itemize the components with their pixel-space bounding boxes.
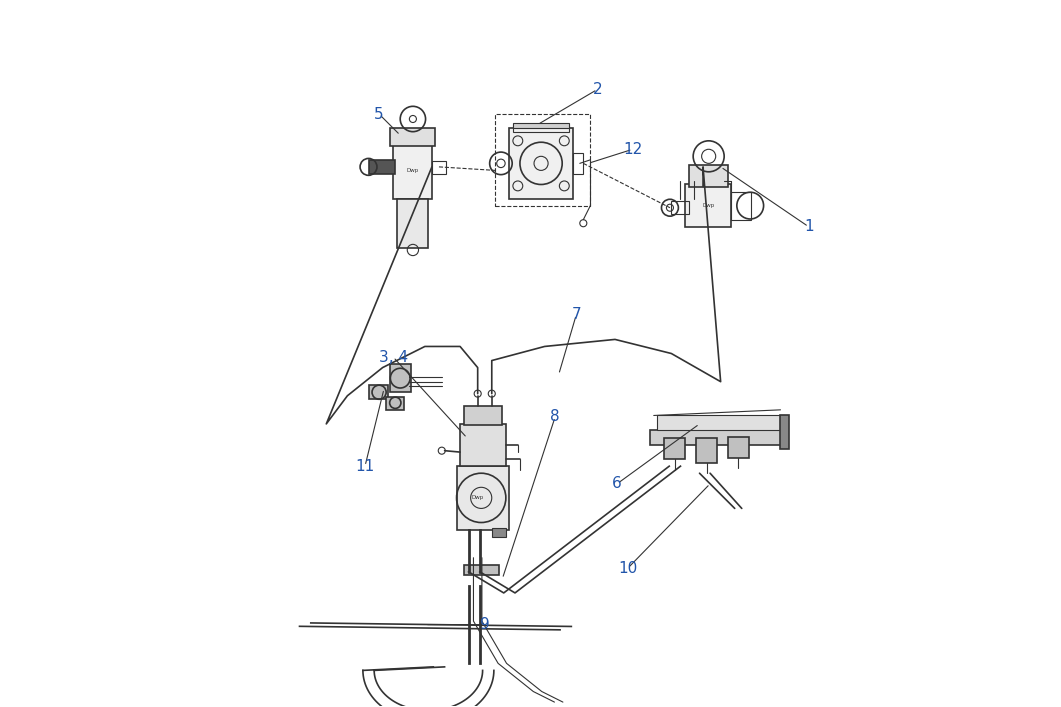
Bar (386, 397, 404, 410)
Bar (728, 437, 749, 457)
Bar (512, 122, 570, 128)
Bar (464, 406, 502, 426)
Text: Dwp: Dwp (406, 168, 419, 173)
Bar (685, 185, 731, 227)
Text: 8: 8 (551, 409, 560, 424)
Text: 11: 11 (355, 459, 375, 474)
Text: 9: 9 (480, 617, 489, 632)
Text: 5: 5 (375, 107, 384, 122)
Bar (657, 416, 784, 430)
Bar (460, 424, 506, 466)
Bar (368, 385, 388, 399)
Bar (432, 161, 446, 174)
Bar (495, 114, 590, 206)
Bar (394, 142, 432, 199)
Bar (512, 124, 570, 132)
Bar (389, 128, 435, 146)
Bar (491, 528, 506, 537)
Text: 7: 7 (572, 308, 581, 322)
Bar (397, 199, 429, 248)
Bar (672, 201, 689, 214)
Text: 12: 12 (623, 142, 642, 157)
Bar (696, 438, 717, 462)
Text: 1: 1 (804, 219, 814, 234)
Bar (781, 415, 789, 448)
Bar (650, 430, 784, 445)
Text: 6: 6 (612, 477, 622, 491)
Bar (368, 160, 396, 174)
Bar (664, 438, 685, 459)
Bar (509, 128, 573, 199)
Bar (573, 153, 584, 174)
Bar (456, 466, 509, 530)
Text: 10: 10 (619, 561, 638, 575)
Bar (731, 192, 751, 220)
Bar (389, 364, 411, 392)
Bar (464, 565, 499, 575)
Bar (689, 165, 728, 187)
Text: 2: 2 (593, 82, 603, 97)
Text: Dwp: Dwp (702, 203, 715, 208)
Text: Dwp: Dwp (471, 496, 484, 501)
Text: 3, 4: 3, 4 (379, 349, 407, 365)
